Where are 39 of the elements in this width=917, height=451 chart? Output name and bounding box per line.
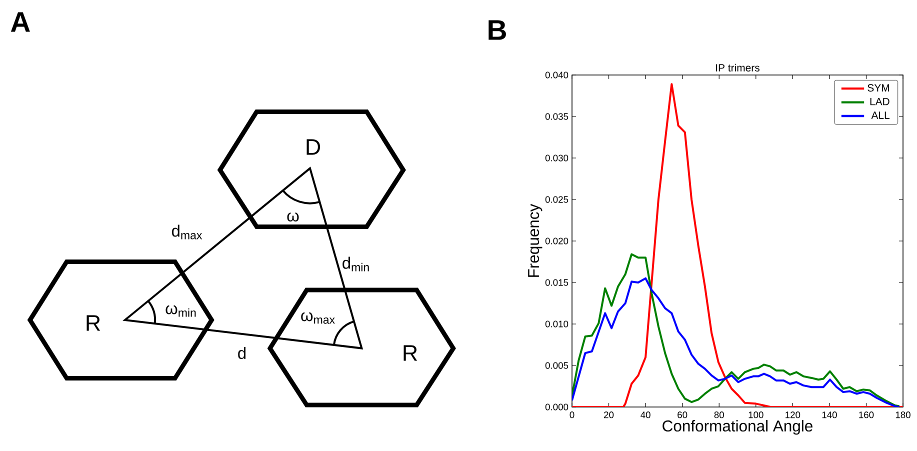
text: R: [404, 345, 418, 361]
y-tick-label: 0.020: [545, 238, 568, 244]
legend-label: LAD: [870, 98, 890, 106]
text: ω$_{min}$: [166, 305, 196, 317]
text: d: [238, 346, 246, 360]
text: d$_{max}$: [172, 224, 202, 240]
y-tick-label: 0.005: [545, 362, 568, 369]
legend-label: SYM: [868, 84, 889, 92]
x-tick-label: 60: [678, 412, 688, 418]
text: D: [306, 139, 320, 155]
x-axis-title: Conformational Angle: [662, 420, 812, 435]
text: B: [488, 20, 506, 40]
x-tick-label: 40: [640, 412, 650, 418]
legend-label: ALL: [871, 112, 890, 119]
line-series: [572, 83, 904, 408]
x-tick-label: 80: [714, 412, 724, 418]
x-tick-label: 20: [604, 412, 614, 418]
line-series: [572, 277, 900, 408]
x-tick-label: 140: [822, 412, 837, 418]
x-tick-label: 180: [896, 412, 910, 418]
text: d$_{min}$: [342, 256, 369, 272]
y-tick-label: 0.010: [545, 320, 568, 328]
text: ω$_{max}$: [301, 312, 335, 324]
text: ω: [287, 212, 299, 222]
line-series: [572, 253, 900, 408]
y-tick-label: 0.000: [545, 404, 568, 410]
x-tick-label: 100: [748, 412, 764, 418]
y-tick-label: 0.035: [545, 113, 568, 120]
text: A: [10, 12, 30, 32]
y-tick-label: 0.030: [545, 154, 568, 162]
y-tick-label: 0.040: [545, 72, 568, 78]
y-axis-title: Frequency: [528, 204, 542, 277]
text: R: [86, 315, 100, 331]
x-tick-label: 0: [570, 412, 574, 418]
x-tick-label: 160: [859, 412, 874, 418]
x-tick-label: 120: [786, 412, 800, 418]
chart-title: IP trimers: [716, 64, 760, 72]
y-tick-label: 0.025: [545, 196, 568, 203]
y-tick-label: 0.015: [545, 279, 568, 286]
